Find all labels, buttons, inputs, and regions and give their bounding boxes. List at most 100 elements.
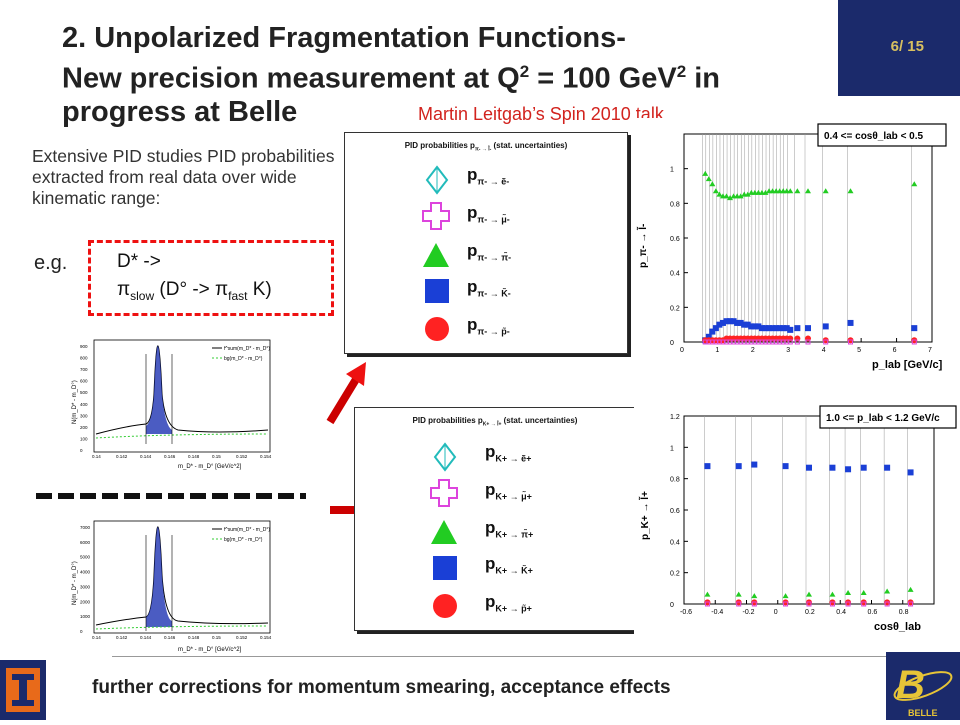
pion-plot-point-square-3 (712, 325, 719, 332)
separator-dashes (36, 493, 306, 499)
mh2-ytick-4: 4000 (80, 570, 91, 575)
mass-hist-top-ylabel: N(m_D* - m_D°) (72, 380, 78, 424)
mass-hist-top-xticks: 0.14 0.142 0.144 0.146 0.148 0.15 0.152 0.154 (92, 454, 272, 459)
pion-plot-point-square-21 (776, 325, 783, 332)
pion-plot-point-triangle-25 (794, 188, 801, 194)
circle-icon (425, 317, 449, 341)
mh2-xtick-0: 0.14 (92, 635, 101, 640)
intro-text: Extensive PID studies PID probabilities … (32, 146, 335, 208)
mh1-xtick-7: 0.154 (260, 454, 272, 459)
mass-hist-top-yticks: 0 100 200 300 400 500 600 700 800 900 (80, 344, 88, 453)
mass-hist-top-xlabel: m_D* - m_D° [GeV/c^2] (178, 464, 242, 470)
kaon-plot-point-triangle-8 (884, 588, 891, 594)
mh2-xtick-1: 0.142 (116, 635, 128, 640)
mh2-xtick-4: 0.148 (188, 635, 200, 640)
pion-plot-point-square-6 (723, 318, 730, 325)
kaon-plot-xtick-2: -0.2 (743, 609, 755, 616)
pion-plot-point-square-5 (719, 319, 726, 326)
pion-plot-ytick-1: 0.2 (670, 305, 680, 312)
pion-plot-xtick-3: 3 (786, 347, 790, 354)
legend-label-kaon: pπ- → K̃- (467, 277, 511, 299)
kaon-plot-title-box (819, 405, 957, 429)
pion-plot-point-triangle-26 (805, 188, 811, 194)
kaon-plot-point-square-0 (704, 463, 711, 470)
mass-hist-bottom-xticks: 0.14 0.142 0.144 0.146 0.148 0.15 0.152 0.154 (92, 635, 272, 640)
kaon-plot-title: 1.0 <= p_lab < 1.2 GeV/c (826, 413, 940, 424)
kaon-plot-point-triangle-5 (829, 591, 836, 597)
square-icon (433, 556, 457, 580)
mh1-xtick-1: 0.142 (116, 454, 128, 459)
kaon-plot-point-square-4 (806, 464, 812, 471)
kaon-plot-point-triangle-2 (751, 593, 758, 599)
mass-hist-bottom-legend-1: f^sum(m_D* - m_D°) (224, 527, 270, 533)
kaon-plot-point-cross-3 (783, 601, 789, 607)
footer-text: further corrections for momentum smearin… (92, 677, 671, 698)
mass-hist-top-legend-1: f^sum(m_D* - m_D°) (224, 346, 270, 352)
pion-plot-point-square-28 (847, 319, 854, 326)
kaon-plot-point-cross-1 (736, 601, 742, 607)
kaon-plot-ytick-6: 1.2 (670, 414, 680, 421)
pion-plot-point-square-19 (769, 325, 776, 332)
decay-line-2: πslow (D° -> πfast K) (117, 279, 272, 303)
kaon-plot-xtick-5: 0.4 (836, 609, 846, 616)
kaon-plot-point-cross-6 (845, 601, 851, 607)
arrow-up-right-icon (326, 362, 366, 425)
kaon-plot-ytick-5: 1 (670, 445, 674, 452)
kaon-plot-point-cross-9 (908, 601, 914, 607)
kaon-pid-legend-panel: PID probabilities pK+ → l̃+ (stat. uncer… (354, 407, 636, 631)
pion-plot-point-triangle-7 (727, 195, 734, 201)
pion-plot-point-triangle-10 (737, 193, 744, 199)
kaon-plot-point-triangle-6 (845, 590, 852, 596)
kaon-pid-plot: -0.6 -0.4 -0.2 0 0.2 0.4 0.6 0.8 0 0.2 0.4 0.6 0.8 1 1… (634, 402, 960, 642)
pion-plot-point-triangle-29 (911, 181, 918, 187)
pion-plot-point-square-12 (744, 321, 751, 328)
legend-label-muon: pπ- → μ̃- (467, 203, 510, 225)
kaon-plot-xtick-3: 0 (774, 609, 778, 616)
title-line-1: 2. Unpolarized Fragmentation Functions- (62, 22, 626, 54)
pion-plot-point-triangle-0 (702, 170, 709, 176)
kaon-plot-ytick-4: 0.8 (670, 477, 680, 484)
mh2-ytick-2: 2000 (80, 599, 91, 604)
kaon-legend-row-proton: pK+ → p̃+ (355, 590, 635, 624)
kaon-legend-label-muon: pK+ → μ̃+ (485, 480, 532, 502)
pion-plot-point-triangle-1 (705, 176, 712, 182)
pion-plot-xlabel: p_lab [GeV/c] (872, 359, 943, 371)
kaon-plot-xtick-6: 0.6 (868, 609, 878, 616)
kaon-plot-xtick-1: -0.4 (711, 609, 723, 616)
kaon-plot-axes (683, 415, 935, 605)
kaon-legend-row-muon: pK+ → μ̃+ (355, 478, 635, 512)
mh2-ytick-6: 6000 (80, 540, 91, 545)
pion-plot-point-square-14 (751, 323, 758, 330)
decay-line-1: D* -> (117, 251, 161, 272)
pion-plot-point-triangle-27 (822, 188, 829, 194)
pion-plot-point-square-8 (730, 318, 737, 325)
pion-plot-xtick-4: 4 (822, 347, 826, 354)
pion-plot-point-cross-27 (823, 339, 829, 345)
kaon-plot-ytick-1: 0.2 (670, 571, 680, 578)
mh2-xtick-6: 0.152 (236, 635, 248, 640)
kaon-plot-point-square-2 (751, 461, 758, 468)
pion-plot-point-square-1 (705, 333, 712, 340)
pion-plot-xtick-6: 6 (893, 347, 897, 354)
kaon-plot-ytick-0: 0 (670, 602, 674, 609)
pion-plot-point-square-10 (737, 319, 744, 326)
pion-plot-point-triangle-12 (744, 191, 751, 197)
mh1-xtick-2: 0.144 (140, 454, 152, 459)
pion-plot-ylabel: p_π- → l̃- (636, 224, 649, 268)
pion-plot-point-square-26 (805, 325, 811, 332)
pion-pid-plot: 0 1 2 3 4 5 6 7 0 0.2 0.4 0.6 0.8 1 0.4 <= cosθ_lab < … (632, 118, 960, 380)
kaon-plot-point-triangle-4 (806, 591, 812, 597)
pion-plot-point-square-27 (822, 323, 829, 330)
kaon-plot-xtick-4: 0.2 (805, 609, 815, 616)
kaon-plot-xtick-7: 0.8 (899, 609, 909, 616)
diamond-icon (425, 165, 449, 195)
pion-plot-point-cross-28 (848, 339, 854, 345)
decay-example-box: D* -> πslow (D° -> πfast K) (88, 240, 334, 316)
pion-plot-point-cross-26 (805, 339, 811, 345)
pion-panel-header: PID probabilities pπ- → l̃- (stat. uncer… (404, 141, 568, 153)
pion-plot-xtick-5: 5 (857, 347, 861, 354)
pion-plot-point-square-17 (762, 325, 769, 332)
mass-hist-bottom-ylabel: N(m_D* - m_D°) (72, 561, 78, 605)
kaon-plot-xtick-0: -0.6 (680, 609, 692, 616)
mh2-xtick-7: 0.154 (260, 635, 272, 640)
